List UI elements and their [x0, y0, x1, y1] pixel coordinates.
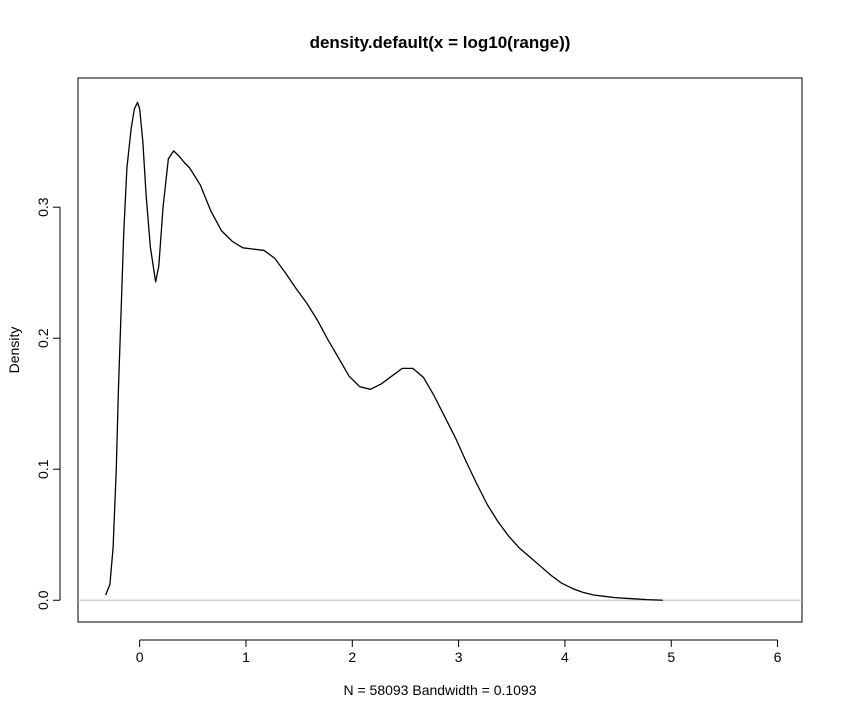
x-tick-label: 4: [561, 649, 569, 665]
x-tick-label: 6: [774, 649, 782, 665]
x-axis: 0 1 2 3 4 5 6: [136, 639, 782, 665]
y-tick-label: 0.0: [35, 590, 51, 610]
x-tick-label: 3: [455, 649, 463, 665]
x-axis-label: N = 58093 Bandwidth = 0.1093: [343, 682, 536, 698]
plot-frame: [77, 77, 803, 623]
x-tick-label: 2: [348, 649, 356, 665]
x-tick-label: 5: [667, 649, 675, 665]
x-tick-label: 1: [242, 649, 250, 665]
density-curve: [105, 101, 663, 601]
y-tick-label: 0.2: [35, 328, 51, 348]
y-tick-label: 0.3: [35, 197, 51, 217]
y-axis-label: Density: [6, 327, 22, 374]
y-tick-label: 0.1: [35, 459, 51, 479]
chart-title: density.default(x = log10(range)): [310, 33, 571, 52]
x-tick-label: 0: [136, 649, 144, 665]
series-layer: [105, 101, 663, 601]
y-axis: 0.0 0.1 0.2 0.3: [35, 197, 61, 610]
